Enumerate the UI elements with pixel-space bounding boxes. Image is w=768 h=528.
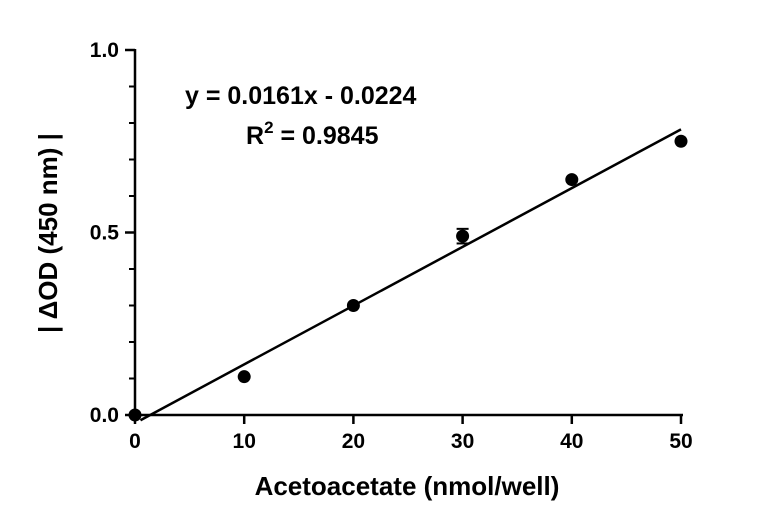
y-axis-title: | ΔOD (450 nm) | — [33, 133, 63, 333]
fit-line-layer — [139, 128, 682, 422]
r-squared-symbol: R — [246, 122, 264, 150]
data-point — [456, 229, 470, 243]
x-tick-label: 50 — [669, 430, 692, 453]
data-point — [237, 370, 251, 384]
y-tick-label: 0.0 — [90, 404, 119, 427]
data-point — [346, 299, 360, 312]
data-points-layer — [128, 134, 688, 422]
y-tick-label: 0.5 — [90, 222, 120, 245]
data-point — [565, 173, 579, 187]
x-tick-label: 10 — [233, 430, 256, 453]
data-point — [128, 408, 142, 422]
x-tick-label: 20 — [342, 430, 365, 453]
x-axis-title: Acetoacetate (nmol/well) — [255, 471, 560, 501]
r-squared-superscript: 2 — [264, 118, 273, 137]
fit-equation: y = 0.0161x - 0.0224 — [185, 82, 417, 110]
axes: 0 10 20 30 40 50 0.0 0.5 1.0 — [90, 39, 693, 453]
r-squared-value: = 0.9845 — [274, 122, 379, 150]
fit-line — [139, 128, 682, 422]
data-point — [674, 134, 688, 148]
x-tick-label: 40 — [560, 430, 583, 453]
x-tick-label: 0 — [129, 430, 141, 453]
r-squared: R2 = 0.9845 — [246, 118, 379, 150]
x-tick-label: 30 — [451, 430, 474, 453]
y-tick-label: 1.0 — [90, 39, 119, 62]
